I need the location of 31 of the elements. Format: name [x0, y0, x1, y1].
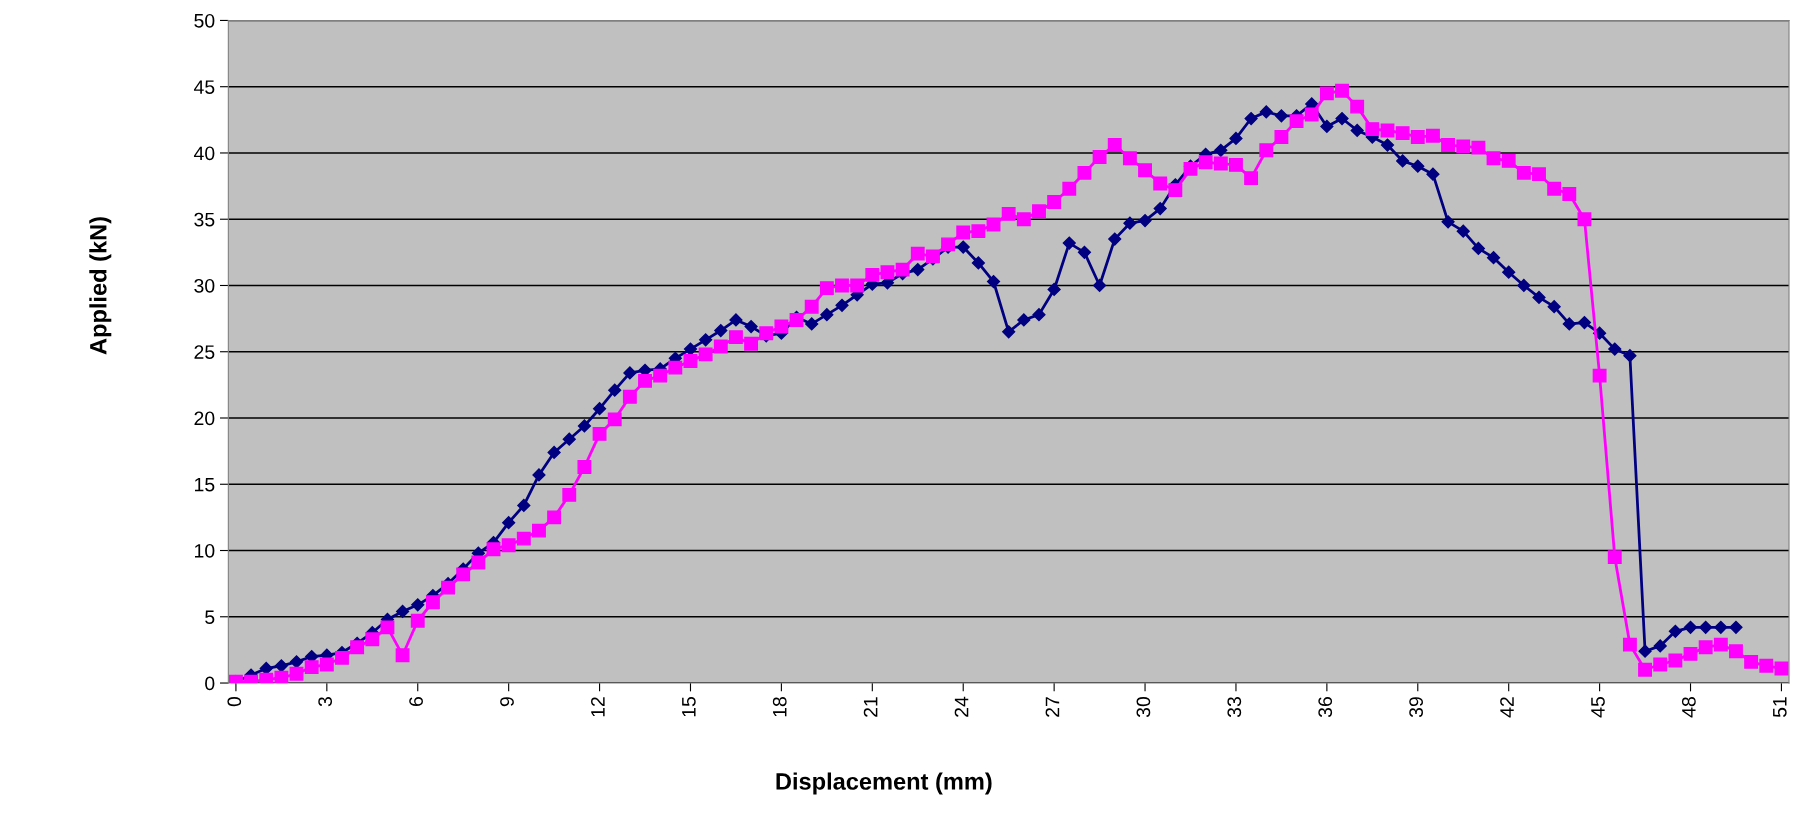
x-tick-label: 36 [1318, 697, 1333, 718]
x-tick-label: 48 [1681, 697, 1696, 718]
y-tick-label: 20 [194, 411, 215, 426]
y-tick-label: 5 [205, 610, 215, 625]
y-tick-label: 45 [193, 80, 215, 94]
x-tick-label: 42 [1500, 697, 1514, 718]
x-tick-label: 9 [500, 697, 514, 707]
x-tick-label: 30 [1136, 696, 1151, 718]
x-tick-label: 12 [591, 697, 605, 717]
x-axis-title: Displacement (mm) [776, 772, 992, 795]
x-tick-label: 0 [227, 696, 242, 707]
x-tick-label: 51 [1773, 697, 1787, 718]
x-tick-label: 39 [1409, 697, 1423, 718]
x-tick-label: 3 [318, 697, 333, 707]
x-tick-label: 21 [863, 697, 878, 717]
x-tick-label: 27 [1045, 697, 1060, 717]
x-tick-label: 18 [772, 697, 787, 717]
y-axis-title: Applied (kN) [89, 217, 112, 355]
y-tick-label: 25 [194, 345, 215, 359]
y-tick-label: 35 [194, 212, 215, 227]
x-tick-label: 6 [409, 697, 423, 707]
y-tick-label: 15 [195, 477, 215, 492]
x-tick-label: 33 [1227, 697, 1242, 718]
y-tick-label: 50 [194, 13, 215, 28]
x-tick-label: 45 [1591, 697, 1605, 718]
y-tick-label: 10 [195, 543, 215, 558]
y-tick-label: 0 [205, 676, 215, 691]
x-tick-label: 24 [954, 696, 969, 717]
x-tick-label: 15 [682, 697, 696, 717]
y-tick-label: 30 [194, 278, 215, 293]
y-tick-label: 40 [193, 146, 215, 161]
